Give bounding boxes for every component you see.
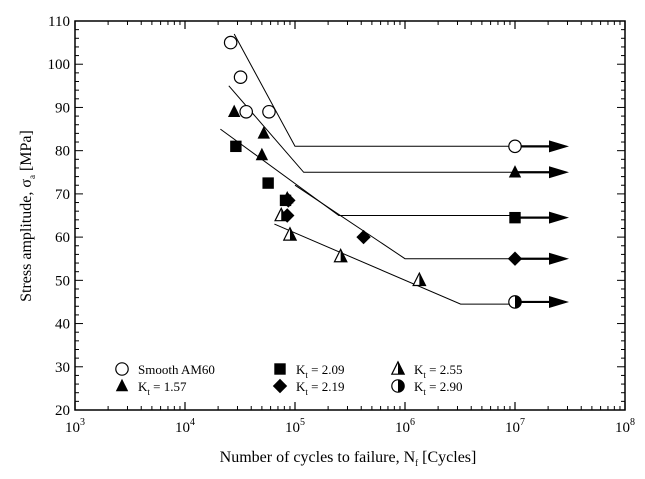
marker-shape (281, 193, 296, 208)
legend-marker-kt-1-57 (115, 378, 129, 392)
runout-arrow-head-smooth-am60 (549, 140, 569, 153)
marker-shape (115, 362, 129, 376)
x-tick-label: 108 (615, 417, 635, 436)
x-tick-label: 106 (395, 417, 415, 436)
x-axis-title: Number of cycles to failure, Nf [Cycles] (220, 449, 477, 468)
x-tick-label: 104 (175, 417, 195, 436)
marker-shape (255, 147, 269, 161)
marker-shape (115, 378, 129, 392)
marker-shape (356, 229, 371, 245)
y-tick-label: 40 (55, 317, 70, 333)
fit-line-kt-1-57 (228, 85, 515, 173)
fit-line-kt-2-55 (274, 223, 515, 305)
runout-arrow-head-kt-2-09 (549, 211, 569, 224)
data-point-kt-2-55 (333, 248, 348, 263)
data-point-kt-2-55 (412, 271, 427, 287)
marker-fill (398, 379, 405, 393)
legend-label-smooth-am60: Smooth AM60 (138, 362, 215, 377)
y-axis-title: Stress amplitude, σa [MPa] (18, 130, 37, 302)
y-tick-label: 50 (55, 273, 70, 289)
marker-shape (227, 104, 241, 117)
marker-shape (239, 104, 253, 119)
fit-lines (220, 33, 515, 305)
marker-shape (274, 363, 286, 375)
y-tick-label: 80 (55, 144, 70, 160)
data-point-kt-2-09 (230, 140, 242, 153)
data-point-kt-1-57 (257, 126, 270, 139)
marker-shape (280, 208, 295, 223)
runout-point-kt-2-90 (508, 295, 522, 309)
runout-arrows (515, 140, 569, 308)
runout-arrow-head-kt-2-19 (549, 252, 569, 265)
marker-shape (223, 35, 238, 50)
legend-marker-smooth-am60 (115, 362, 129, 376)
plot-frame (74, 20, 626, 411)
data-point-kt-2-19 (281, 193, 296, 208)
data-point-kt-2-19 (280, 208, 295, 223)
marker-fill (281, 208, 288, 221)
data-point-smooth-am60 (262, 104, 276, 119)
runout-point-kt-2-09 (509, 211, 521, 224)
marker-fill (340, 249, 347, 262)
marker-shape (233, 70, 248, 84)
marker-shape (257, 126, 270, 139)
runout-arrow-head-kt-1-57 (549, 166, 569, 179)
x-tick-label: 105 (285, 417, 305, 436)
marker-shape (509, 211, 521, 224)
axis-ticks (74, 20, 626, 411)
marker-shape (507, 251, 523, 266)
fit-line-kt-2-19 (294, 184, 515, 260)
runout-arrow-head-kt-2-90 (549, 295, 569, 308)
marker-fill (398, 361, 405, 375)
runout-point-smooth-am60 (508, 139, 522, 154)
legend-label-kt-1-57: Kt = 1.57 (138, 379, 187, 397)
runout-point-kt-2-19 (507, 251, 523, 266)
legend-label-kt-2-90: Kt = 2.90 (414, 379, 463, 397)
legend-marker-kt-2-19 (272, 378, 288, 394)
y-tick-label: 100 (48, 57, 71, 73)
marker-fill (419, 273, 426, 286)
legend-marker-kt-2-55 (390, 360, 406, 375)
fit-line-smooth-am60 (233, 33, 515, 147)
data-point-kt-2-19 (356, 229, 371, 245)
marker-shape (262, 177, 274, 189)
y-tick-label: 90 (55, 100, 70, 116)
data-point-kt-1-57 (255, 147, 269, 161)
legend-label-kt-2-55: Kt = 2.55 (414, 362, 463, 380)
data-point-smooth-am60 (233, 70, 248, 84)
marker-shape (230, 140, 242, 153)
legend-marker-kt-2-90 (391, 379, 405, 393)
marker-shape (272, 378, 288, 394)
legend-label-kt-2-19: Kt = 2.19 (296, 379, 345, 397)
y-tick-label: 110 (48, 14, 70, 30)
marker-fill (289, 227, 297, 241)
x-tick-label: 107 (505, 417, 525, 436)
marker-shape (262, 104, 276, 119)
x-tick-label: 103 (65, 417, 85, 436)
marker-shape (508, 139, 522, 154)
legend-label-kt-2-09: Kt = 2.09 (296, 362, 345, 380)
y-tick-label: 60 (55, 230, 70, 246)
data-point-kt-2-09 (262, 177, 274, 189)
data-markers (223, 35, 523, 309)
legend-marker-kt-2-09 (274, 363, 286, 375)
y-tick-label: 30 (55, 360, 70, 376)
data-point-smooth-am60 (239, 104, 253, 119)
marker-fill (515, 295, 522, 309)
axis-tick-labels: 103 104 105 106 107 108 20 30 40 50 60 70 80 90 100 110 (48, 14, 636, 436)
y-tick-label: 20 (55, 403, 70, 419)
data-point-kt-2-55 (282, 226, 298, 241)
marker-shape (508, 165, 522, 178)
data-point-kt-1-57 (227, 104, 241, 117)
y-tick-label: 70 (55, 187, 70, 203)
data-point-kt-2-55 (274, 206, 289, 222)
data-point-smooth-am60 (223, 35, 238, 50)
runout-point-kt-1-57 (508, 165, 522, 178)
